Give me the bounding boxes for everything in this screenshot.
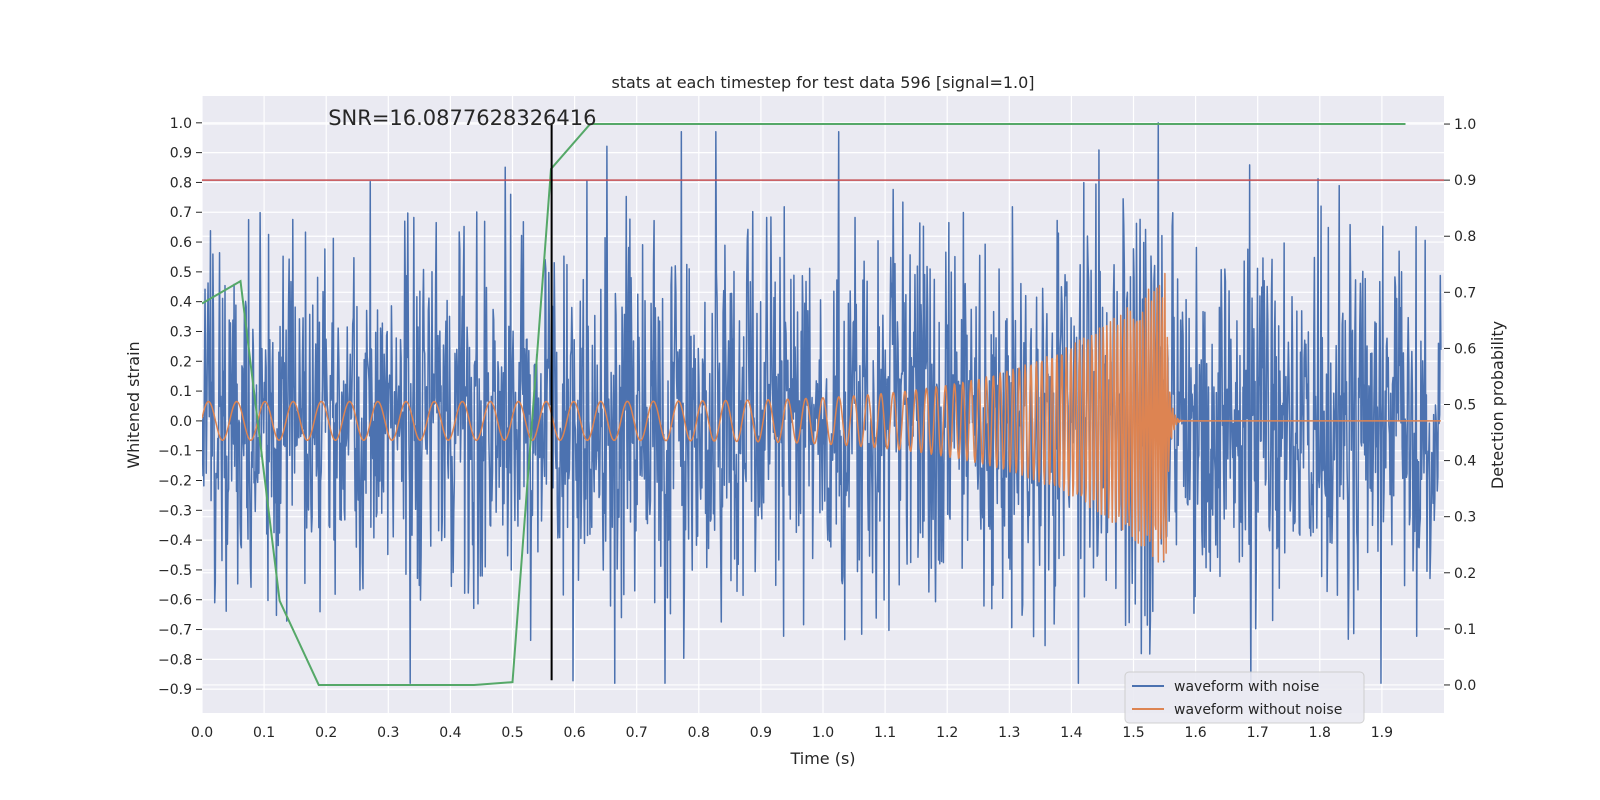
x-tick-label: 1.5	[1122, 725, 1144, 741]
legend-label-clean: waveform without noise	[1174, 702, 1342, 718]
y-left-tick-label: −0.2	[158, 474, 192, 490]
x-axis-label: Time (s)	[789, 749, 855, 768]
y-left-tick-label: −0.4	[158, 533, 192, 549]
y-left-tick-label: −0.8	[158, 652, 192, 668]
legend: waveform with noise waveform without noi…	[1124, 671, 1365, 724]
legend-label-noisy: waveform with noise	[1174, 679, 1319, 695]
series-line-probability	[202, 123, 1406, 686]
x-tick-label: 0.3	[377, 725, 399, 741]
x-tick-label: 0.6	[563, 725, 585, 741]
x-tick-label: 0.7	[626, 725, 648, 741]
y-left-tick-label: −0.6	[158, 593, 192, 609]
overlay-layer	[202, 122, 1444, 686]
y-right-tick-label: 0.5	[1454, 398, 1476, 414]
ticks: 0.0 0.1 0.2 0.3 0.4 0.5 0.6 0.7 0.8 0.9 1.0 1.1 1.2 1…	[158, 116, 1476, 741]
x-tick-label: 0.0	[191, 725, 213, 741]
series-line-clean	[202, 272, 1442, 563]
y-right-tick-label: 0.3	[1454, 510, 1476, 526]
y-left-tick-label: 0.5	[170, 265, 192, 281]
x-tick-label: 0.9	[750, 725, 772, 741]
y-left-tick-label: 0.9	[170, 146, 192, 162]
series-line-noisy	[202, 122, 1442, 684]
x-tick-label: 0.8	[688, 725, 710, 741]
y-axis-label-left: Whitened strain	[124, 341, 143, 468]
y-left-tick-label: 1.0	[170, 116, 192, 132]
chart-title: stats at each timestep for test data 596…	[611, 73, 1034, 92]
y-right-tick-label: 0.4	[1454, 454, 1476, 470]
y-left-tick-label: 0.0	[170, 414, 192, 430]
snr-annotation: SNR=16.0877628326416	[328, 106, 596, 130]
y-right-tick-label: 0.9	[1454, 173, 1476, 189]
y-left-tick-label: −0.3	[158, 503, 192, 519]
x-tick-label: 1.6	[1184, 725, 1206, 741]
y-right-tick-label: 0.1	[1454, 622, 1476, 638]
y-left-tick-label: 0.3	[170, 324, 192, 340]
x-tick-label: 1.4	[1060, 725, 1082, 741]
y-left-tick-label: −0.7	[158, 623, 192, 639]
y-left-tick-label: 0.6	[170, 235, 192, 251]
x-tick-label: 1.0	[812, 725, 834, 741]
y-right-tick-label: 0.6	[1454, 341, 1476, 357]
y-left-tick-label: 0.2	[170, 354, 192, 370]
y-left-tick-label: −0.1	[158, 444, 192, 460]
x-tick-label: 0.4	[439, 725, 461, 741]
y-right-tick-label: 0.0	[1454, 678, 1476, 694]
x-tick-label: 0.2	[315, 725, 337, 741]
y-left-tick-label: 0.1	[170, 384, 192, 400]
x-tick-label: 1.9	[1371, 725, 1393, 741]
y-right-tick-label: 0.8	[1454, 229, 1476, 245]
legend-box	[1124, 671, 1365, 724]
y-left-tick-label: 0.8	[170, 175, 192, 191]
y-left-tick-label: 0.7	[170, 205, 192, 221]
x-tick-label: 0.1	[253, 725, 275, 741]
x-tick-label: 1.8	[1309, 725, 1331, 741]
y-left-tick-label: 0.4	[170, 295, 192, 311]
x-tick-label: 1.2	[936, 725, 958, 741]
x-tick-label: 0.5	[501, 725, 523, 741]
x-tick-label: 1.3	[998, 725, 1020, 741]
y-left-tick-label: −0.9	[158, 682, 192, 698]
y-right-tick-label: 0.7	[1454, 285, 1476, 301]
y-axis-label-right: Detection probability	[1488, 321, 1507, 489]
y-right-tick-label: 1.0	[1454, 117, 1476, 133]
x-tick-label: 1.1	[874, 725, 896, 741]
series-layer	[202, 122, 1442, 684]
y-left-tick-label: −0.5	[158, 563, 192, 579]
y-right-tick-label: 0.2	[1454, 566, 1476, 582]
x-tick-label: 1.7	[1247, 725, 1269, 741]
